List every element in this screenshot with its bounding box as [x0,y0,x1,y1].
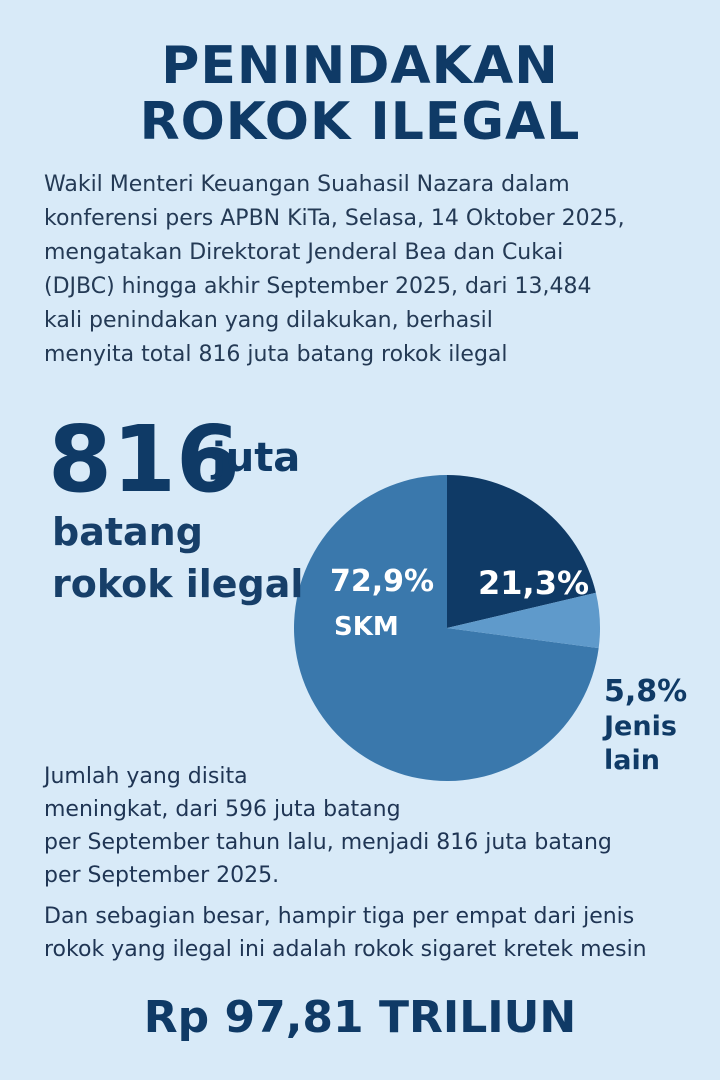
body-line: per September tahun lalu, menjadi 816 ju… [44,830,612,855]
body-line: Dan sebagian besar, hampir tiga per empa… [44,904,635,929]
total-value: Rp 97,81 TRILIUN [143,992,577,1043]
intro-line: konferensi pers APBN KiTa, Selasa, 14 Ok… [44,206,625,231]
body-line: rokok yang ilegal ini adalah rokok sigar… [44,937,647,962]
intro-line: kali penindakan yang dilakukan, berhasil [44,308,493,333]
title-line-1: PENINDAKAN [161,36,559,96]
pie-slice-2 [447,475,596,628]
intro-paragraph: Wakil Menteri Keuangan Suahasil Nazara d… [44,168,694,372]
pie-slice-skm [294,475,599,782]
body-line: meningkat, dari 596 juta batang [44,797,401,822]
intro-line: Wakil Menteri Keuangan Suahasil Nazara d… [44,172,570,197]
slice-label-value: 21,3% [478,564,590,602]
page-title: PENINDAKAN ROKOK ILEGAL [0,38,720,150]
headline-unit: juta [212,435,301,481]
slice-label-other-value: 5,8% [604,674,688,709]
intro-line: mengatakan Direktorat Jenderal Bea dan C… [44,240,564,265]
title-line-2: ROKOK ILEGAL [139,92,581,152]
headline-number: 816 [48,406,241,513]
body-paragraph-1: Jumlah yang disita meningkat, dari 596 j… [44,760,704,892]
headline-line-2: rokok ilegal [52,562,304,606]
body-line: per September 2025. [44,863,280,888]
pie-slice-jenis-lain [447,592,601,649]
body-line: Jumlah yang disita [44,764,248,789]
headline-subtitle: batang rokok ilegal [52,506,303,610]
body-paragraph-2: Dan sebagian besar, hampir tiga per empa… [44,900,704,966]
slice-label-other-name: Jenis lain [604,711,677,776]
slice-label-skm-name: SKM [334,612,399,642]
intro-line: (DJBC) hingga akhir September 2025, dari… [44,274,592,299]
headline-line-1: batang [52,510,203,554]
intro-line: menyita total 816 juta batang rokok ileg… [44,342,508,367]
slice-label-skm-value: 72,9% [330,564,435,599]
